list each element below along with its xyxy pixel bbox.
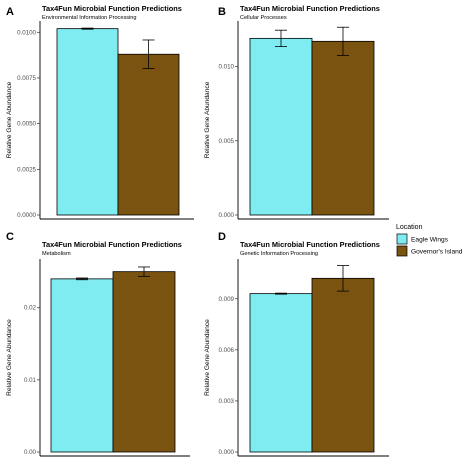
panel-subtitle: Cellular Processes — [240, 15, 287, 21]
panel-subtitle: Genetic Information Processing — [240, 251, 318, 257]
y-tick-label: 0.006 — [219, 347, 235, 354]
panel-c: C Tax4Fun Microbial Function Predictions M… — [6, 231, 190, 457]
bar-governors-island — [117, 53, 180, 216]
y-tick-label: 0.0075 — [17, 75, 36, 82]
bar-governors-island — [311, 277, 375, 453]
panel-subtitle: Environmental Information Processing — [42, 15, 137, 21]
bar-governors-island — [112, 271, 176, 453]
legend-swatch — [396, 233, 408, 245]
panel-b: B Tax4Fun Microbial Function Predictions C… — [204, 4, 389, 220]
y-tick-label: 0.0000 — [17, 212, 36, 219]
bar-governors-island — [311, 40, 375, 216]
y-tick-label: 0.0025 — [17, 166, 36, 173]
y-tick-label: 0.010 — [219, 64, 235, 71]
panel-title: Tax4Fun Microbial Function Predictions — [42, 4, 182, 13]
error-bar — [142, 39, 155, 69]
panel-subtitle: Metabolism — [42, 251, 71, 257]
y-axis-label: Relative Gene Abundance — [6, 81, 13, 158]
legend-title: Location — [396, 224, 423, 231]
y-axis-label: Relative Gene Abundance — [6, 319, 13, 396]
y-axis-label: Relative Gene Abundance — [204, 319, 211, 396]
y-tick-label: 0.000 — [219, 212, 235, 219]
panel-title: Tax4Fun Microbial Function Predictions — [240, 240, 380, 249]
error-bar — [337, 26, 349, 56]
y-axis-label: Relative Gene Abundance — [204, 81, 211, 158]
y-tick-label: 0.005 — [219, 138, 235, 145]
legend-label: Governor's Island — [411, 249, 463, 256]
y-tick-label: 0.0100 — [17, 29, 36, 36]
y-tick-label: 0.00 — [24, 449, 37, 456]
y-tick-label: 0.01 — [24, 377, 37, 384]
panel-letter: B — [218, 6, 226, 18]
bar-eagle-wings — [50, 278, 114, 453]
bar-eagle-wings — [249, 293, 313, 453]
error-bar — [275, 292, 287, 295]
error-bar — [138, 266, 150, 277]
panel-d: D Tax4Fun Microbial Function Predictions G… — [204, 231, 389, 457]
legend-swatch — [396, 245, 408, 257]
error-bar — [337, 265, 349, 292]
legend: Location Eagle Wings Governor's Island — [396, 224, 463, 257]
panel-letter: D — [218, 231, 226, 243]
bar-eagle-wings — [56, 28, 119, 216]
panel-title: Tax4Fun Microbial Function Predictions — [240, 4, 380, 13]
y-tick-label: 0.02 — [24, 305, 37, 312]
y-tick-label: 0.0050 — [17, 121, 36, 128]
y-tick-label: 0.009 — [219, 296, 235, 303]
error-bar — [81, 27, 94, 30]
error-bar — [275, 29, 287, 47]
y-tick-label: 0.000 — [219, 449, 235, 456]
panel-a: A Tax4Fun Microbial Function Predictions E… — [6, 4, 194, 220]
panel-letter: A — [6, 6, 14, 18]
y-tick-label: 0.003 — [219, 398, 235, 405]
error-bar — [76, 277, 88, 281]
panel-title: Tax4Fun Microbial Function Predictions — [42, 240, 182, 249]
panel-letter: C — [6, 231, 14, 243]
legend-label: Eagle Wings — [411, 237, 449, 244]
bar-eagle-wings — [249, 37, 313, 216]
